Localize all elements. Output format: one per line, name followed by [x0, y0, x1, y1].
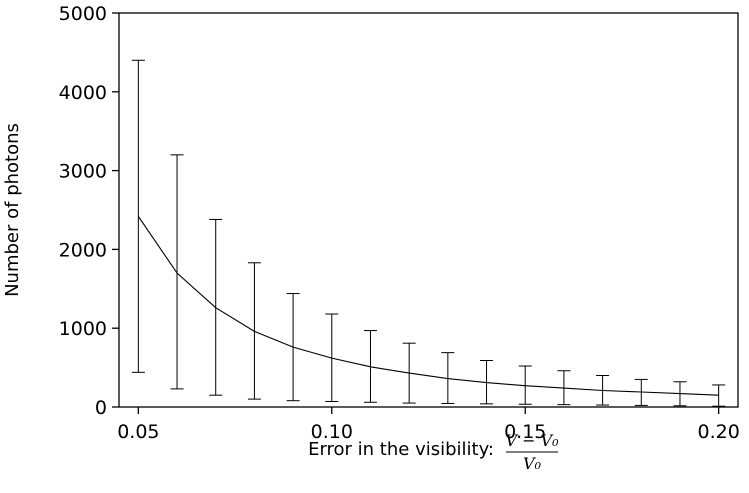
x-tick-label: 0.05	[117, 421, 159, 443]
error-bar	[170, 154, 184, 390]
x-axis-ticks: 0.05 0.10 0.15 0.20	[117, 407, 740, 443]
y-axis-label: Number of photons	[2, 123, 23, 297]
y-tick-label: 5000	[59, 3, 107, 25]
y-tick-label: 1000	[59, 318, 107, 340]
error-bars	[131, 59, 726, 407]
series-group	[137, 215, 719, 396]
y-tick-label: 0	[95, 397, 107, 419]
x-axis-label: Error in the visibility: V − V₀ V₀	[308, 431, 559, 473]
y-tick-label: 3000	[59, 161, 107, 183]
y-axis-ticks: 0 1000 2000 3000 4000 5000	[59, 3, 119, 419]
y-tick-label: 4000	[59, 82, 107, 104]
plot-area-frame	[118, 12, 739, 408]
x-axis-label-denominator: V₀	[523, 454, 542, 473]
x-tick-label: 0.20	[698, 421, 740, 443]
x-tick-label: 0.15	[504, 421, 546, 443]
series-line	[137, 215, 719, 396]
x-axis-label-text: Error in the visibility:	[308, 439, 494, 460]
y-tick-label: 2000	[59, 239, 107, 261]
error-bar	[441, 352, 455, 404]
x-tick-label: 0.10	[311, 421, 353, 443]
error-bar	[518, 365, 532, 405]
x-axis-label-numerator: V − V₀	[505, 431, 559, 450]
